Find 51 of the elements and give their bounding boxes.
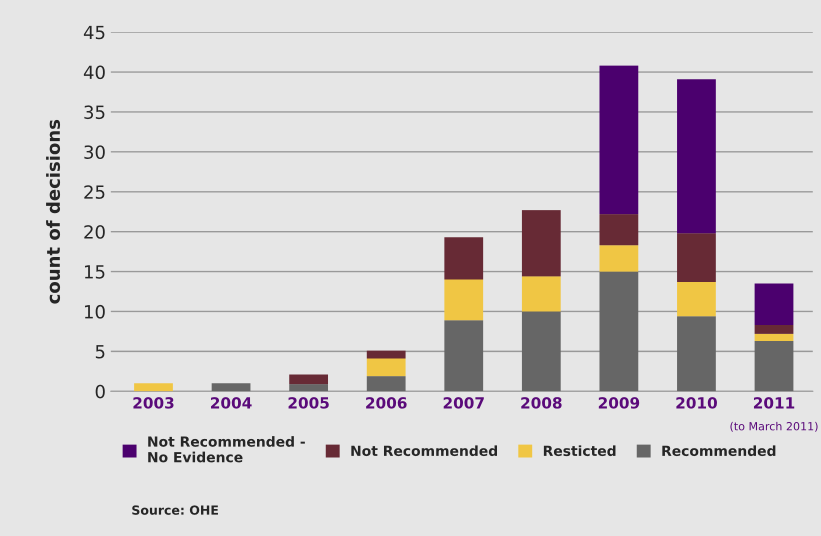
bar xyxy=(522,276,561,312)
bar xyxy=(366,350,406,359)
y-tick-label: 10 xyxy=(84,304,105,319)
y-tick-label: 20 xyxy=(84,225,105,239)
bar xyxy=(289,374,328,384)
bar xyxy=(522,311,561,392)
bar xyxy=(134,383,173,392)
bar xyxy=(599,245,638,272)
source-note: Source: OHE xyxy=(132,505,218,515)
legend-label: Recommended xyxy=(662,445,776,456)
y-tick-label: 15 xyxy=(84,265,104,279)
bar xyxy=(212,383,250,392)
legend-label: Not Recommended xyxy=(351,445,497,456)
x-tick-label: 2008 xyxy=(521,397,562,409)
bar xyxy=(677,282,716,316)
x-tick-label: 2006 xyxy=(366,397,407,409)
bar xyxy=(366,358,406,376)
y-tick-label: 45 xyxy=(84,26,104,40)
x-tick-label: 2010 xyxy=(676,397,717,409)
x-tick-label: 2003 xyxy=(133,397,174,409)
text: (to March 2011) xyxy=(730,422,818,432)
bar xyxy=(366,376,406,392)
bar xyxy=(289,384,328,392)
y-tick-label: 40 xyxy=(84,66,105,80)
bar xyxy=(522,210,561,276)
bar xyxy=(599,272,638,392)
bar xyxy=(599,214,638,246)
bar xyxy=(754,334,794,342)
y-tick-label: 5 xyxy=(96,345,104,358)
bar xyxy=(444,237,484,280)
bar xyxy=(754,341,794,392)
x-tick-label: 2004 xyxy=(211,397,252,409)
bar xyxy=(599,66,638,214)
y-axis-title: count of decisions xyxy=(46,120,60,304)
x-tick-label: 2011 xyxy=(754,397,794,409)
y-tick-label: 25 xyxy=(84,185,104,199)
y-tick-label: 35 xyxy=(84,105,104,120)
y-tick-label: 0 xyxy=(96,384,105,398)
bar xyxy=(677,316,716,392)
x-tick-label: 2009 xyxy=(598,397,640,409)
bar xyxy=(754,284,794,326)
bar xyxy=(677,233,716,282)
bar xyxy=(754,325,794,334)
legend-label: Not Recommended - No Evidence xyxy=(148,436,305,462)
legend-label: Resticted xyxy=(544,445,616,456)
x-tick-label: 2007 xyxy=(444,397,484,409)
bar xyxy=(444,320,484,392)
bar xyxy=(444,280,484,320)
x-tick-label: 2005 xyxy=(288,397,329,409)
y-tick-label: 30 xyxy=(84,145,105,159)
bar xyxy=(677,79,716,234)
